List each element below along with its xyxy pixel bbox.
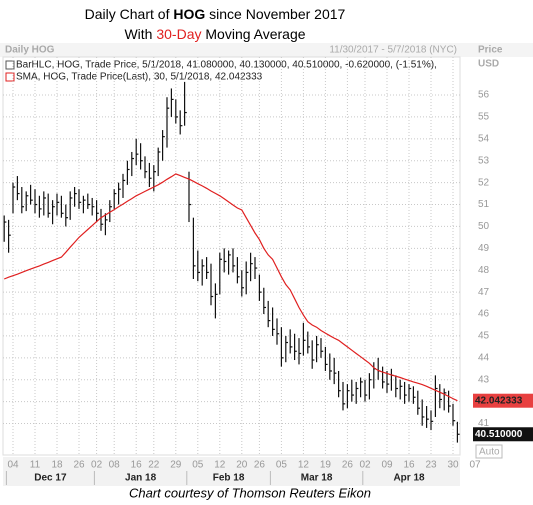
legend-icon xyxy=(5,60,15,70)
auto-label[interactable]: Auto xyxy=(479,447,500,458)
grid xyxy=(3,57,460,455)
x-tick-label: 22 xyxy=(148,460,160,471)
month-label: Apr 18 xyxy=(393,473,425,484)
title-part: Daily Chart of xyxy=(85,6,174,22)
legend-icon xyxy=(5,72,15,82)
month-label: Mar 18 xyxy=(301,473,333,484)
y-tick-label: 52 xyxy=(478,177,490,188)
date-range: 11/30/2017 - 5/7/2018 (NYC) xyxy=(329,45,457,56)
last-value-box xyxy=(473,427,533,442)
axis-unit: USD xyxy=(478,59,499,70)
title-part: since November 2017 xyxy=(205,6,345,22)
y-tick-label: 50 xyxy=(478,221,490,232)
legend-entry: BarHLC, HOG, Trade Price, 5/1/2018, 41.0… xyxy=(16,60,437,71)
x-tick-label: 12 xyxy=(214,460,226,471)
chart-name: Daily HOG xyxy=(5,45,55,56)
auto-button[interactable] xyxy=(475,444,503,459)
subtitle-part: Moving Average xyxy=(202,26,306,42)
x-axis-band xyxy=(3,457,460,486)
y-tick-label: 55 xyxy=(478,112,490,123)
x-tick-label: 23 xyxy=(425,460,437,471)
chart-subtitle: With 30-Day Moving Average xyxy=(124,26,305,42)
y-tick-label: 43 xyxy=(478,374,490,385)
y-tick-label: 44 xyxy=(478,352,490,363)
x-tick-label: 26 xyxy=(254,460,266,471)
x-tick-label: 30 xyxy=(447,460,459,471)
title-ticker: HOG xyxy=(173,6,205,22)
y-tick-label: 47 xyxy=(478,287,490,298)
y-tick-label: 49 xyxy=(478,243,490,254)
x-tick-label: 19 xyxy=(320,460,332,471)
y-tick-label: 51 xyxy=(478,199,490,210)
axis-label: Price xyxy=(478,45,503,56)
moving-average-line xyxy=(3,173,458,402)
chart-title: Daily Chart of HOG since November 2017 xyxy=(85,6,346,22)
plot-frame xyxy=(2,56,461,456)
header-band xyxy=(0,43,533,57)
y-tick-label: 46 xyxy=(478,309,490,320)
x-tick-label: 16 xyxy=(403,460,415,471)
x-tick-label: 07 xyxy=(469,460,481,471)
last-value-label: 40.510000 xyxy=(475,429,523,440)
last-value-box xyxy=(473,393,533,408)
x-tick-label: 29 xyxy=(170,460,182,471)
x-tick-label: 09 xyxy=(381,460,393,471)
subtitle-highlight: 30-Day xyxy=(156,26,201,42)
subtitle-part: With xyxy=(124,26,156,42)
x-tick-label: 26 xyxy=(342,460,354,471)
x-tick-label: 02 xyxy=(91,460,103,471)
y-tick-label: 41 xyxy=(478,418,490,429)
x-tick-label: 16 xyxy=(131,460,143,471)
x-tick-label: 26 xyxy=(73,460,85,471)
y-tick-label: 54 xyxy=(478,133,490,144)
month-label: Jan 18 xyxy=(125,473,157,484)
y-tick-label: 45 xyxy=(478,331,490,342)
x-tick-label: 18 xyxy=(51,460,63,471)
x-tick-label: 05 xyxy=(276,460,288,471)
x-tick-label: 04 xyxy=(7,460,19,471)
month-label: Dec 17 xyxy=(34,473,67,484)
month-label: Feb 18 xyxy=(213,473,245,484)
x-tick-label: 20 xyxy=(236,460,248,471)
y-tick-label: 56 xyxy=(478,90,490,101)
legend-entry: SMA, HOG, Trade Price(Last), 30, 5/1/201… xyxy=(16,72,263,83)
x-tick-label: 12 xyxy=(298,460,310,471)
last-value-label: 42.042333 xyxy=(475,395,523,406)
x-tick-label: 02 xyxy=(359,460,371,471)
caption: Chart courtesy of Thomson Reuters Eikon xyxy=(129,485,371,500)
y-tick-label: 48 xyxy=(478,265,490,276)
y-tick-label: 53 xyxy=(478,155,490,166)
x-tick-label: 08 xyxy=(109,460,121,471)
x-tick-label: 11 xyxy=(30,460,41,471)
x-tick-label: 05 xyxy=(192,460,204,471)
